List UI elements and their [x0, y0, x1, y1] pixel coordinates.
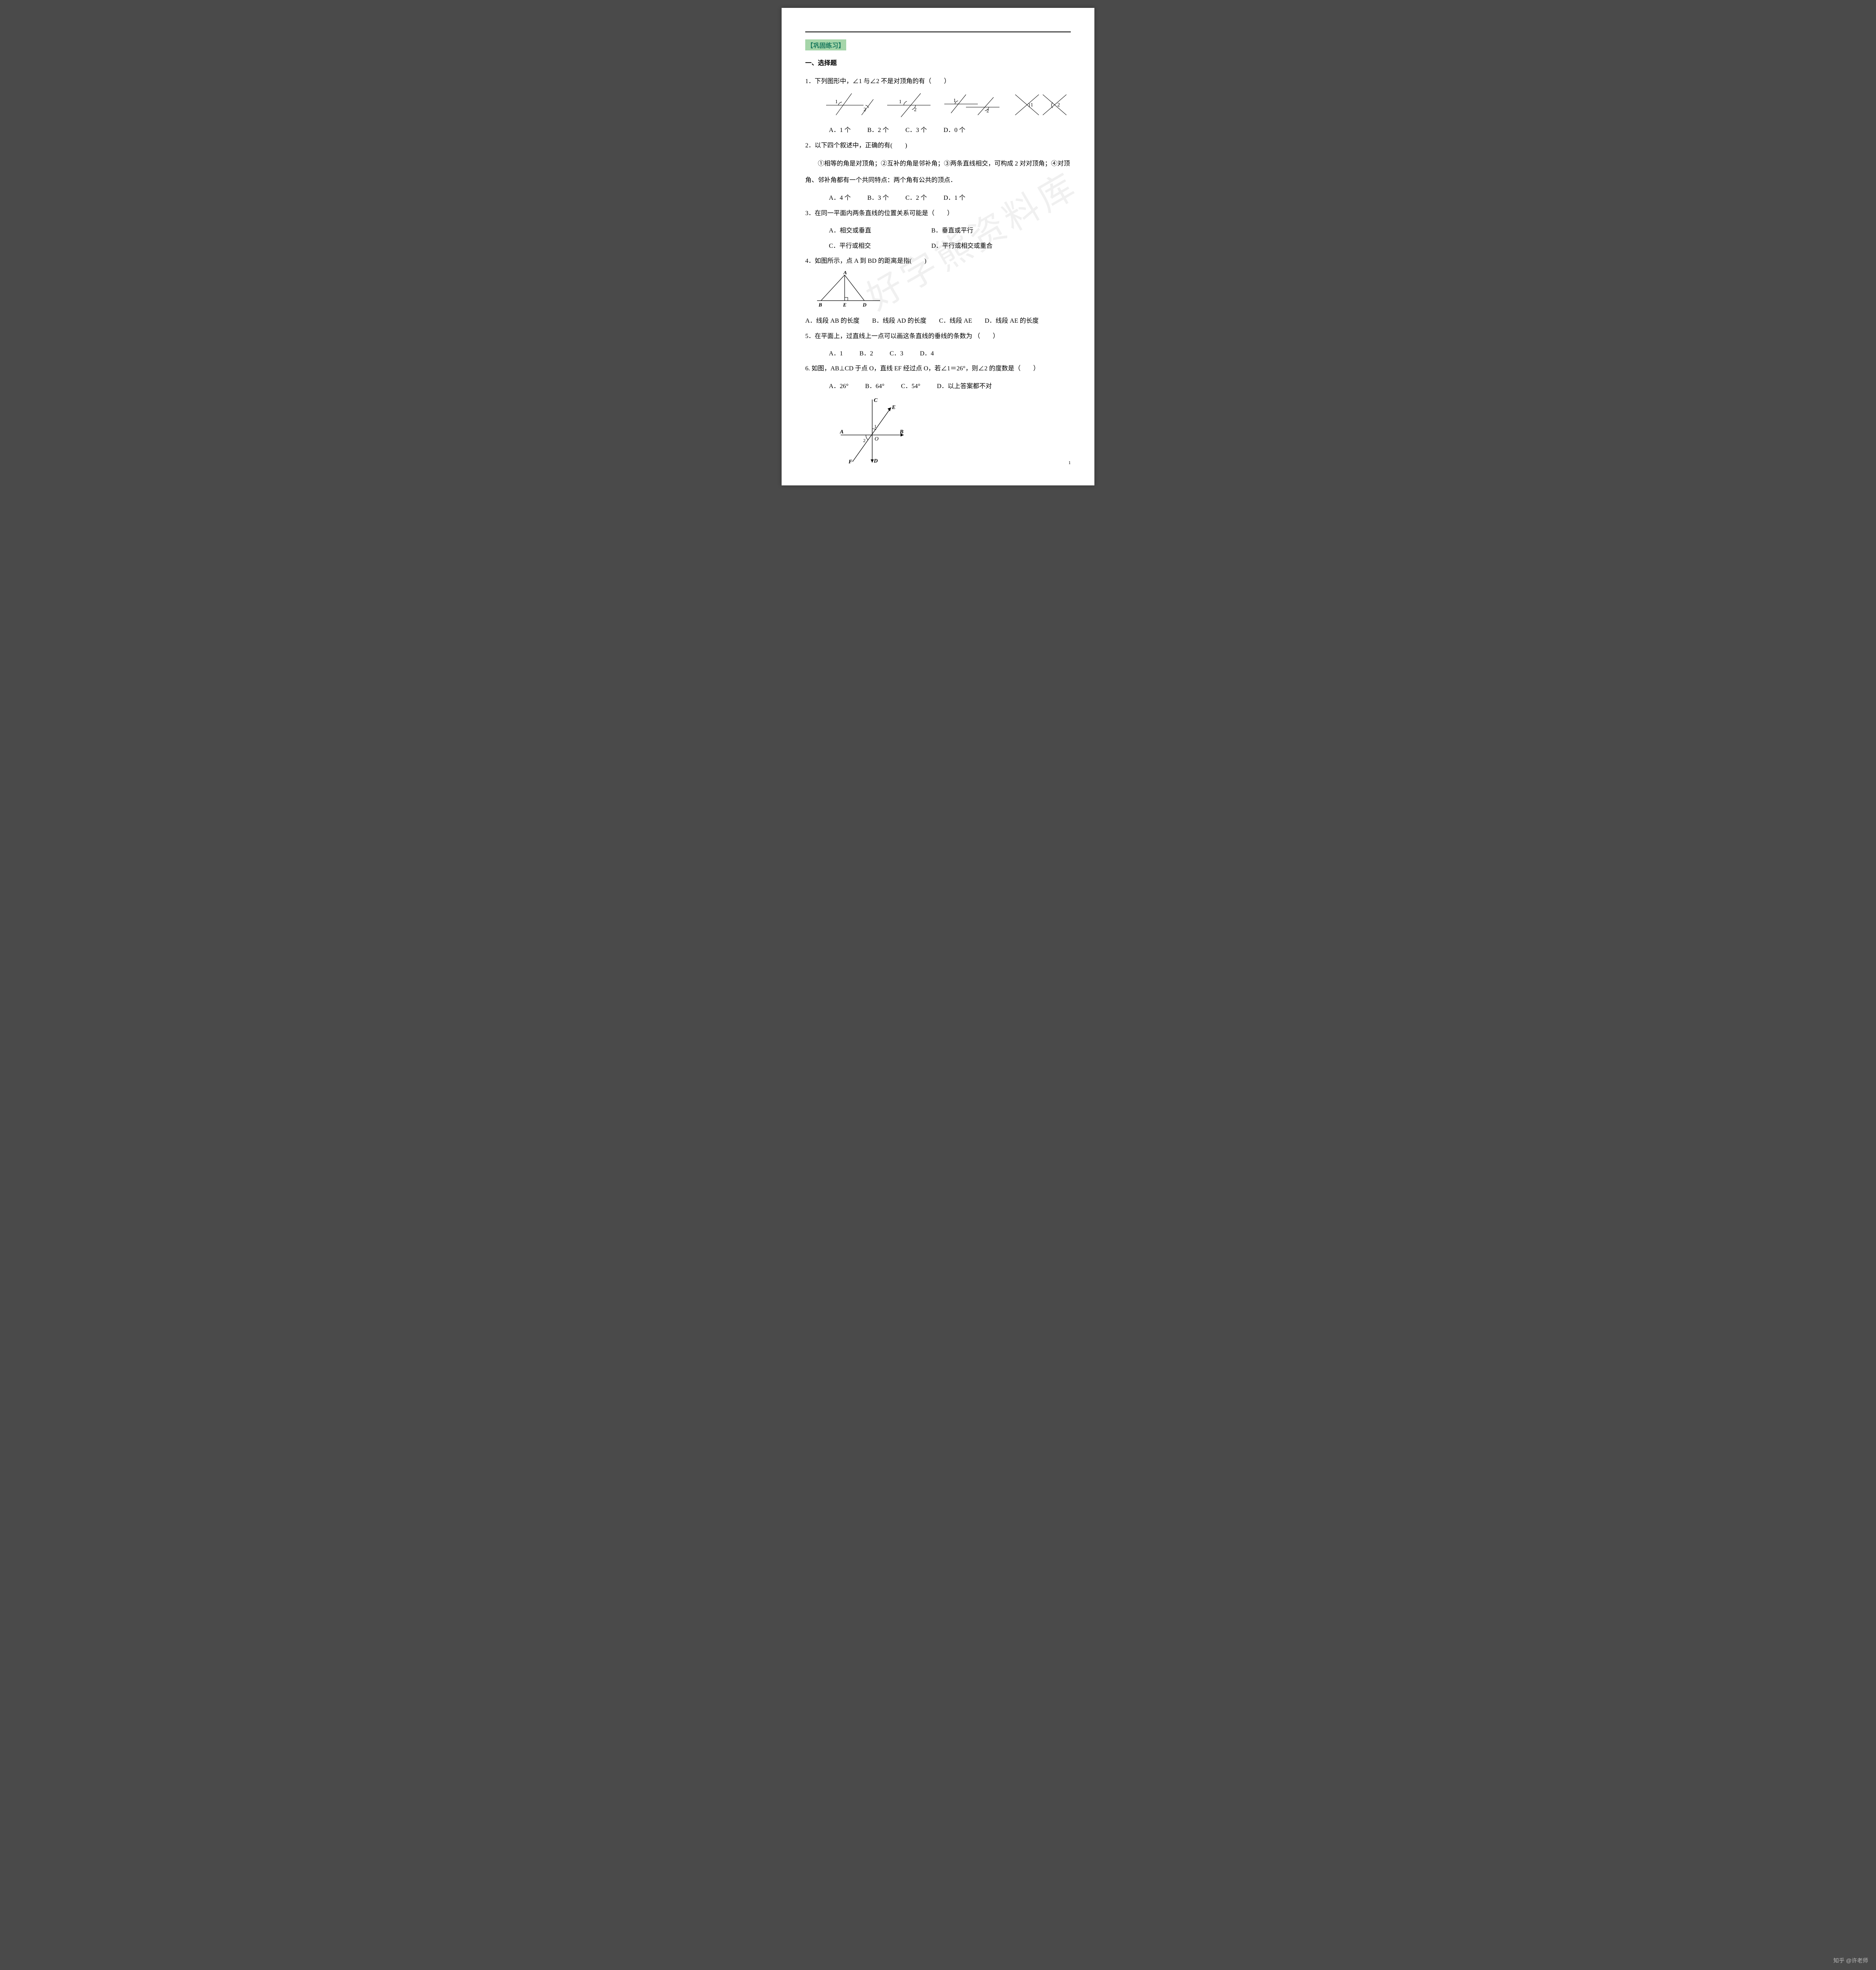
- label-D: D: [873, 458, 878, 464]
- q1-fig-c: 1 2: [942, 91, 1001, 119]
- q1-opt-d: D．0 个: [944, 127, 966, 134]
- label-C: C: [874, 398, 878, 403]
- q2-stem: 2．以下四个叙述中，正确的有( ): [805, 138, 1071, 153]
- q4-stem: 4．如图所示，点 A 到 BD 的距离是指( ): [805, 254, 1071, 269]
- q2-opt-a: A．4 个: [829, 195, 851, 201]
- label-B: B: [899, 429, 903, 435]
- q6-stem: 6. 如图，AB⊥CD 于点 O，直线 EF 经过点 O，若∠1＝26°，则∠2…: [805, 361, 1071, 376]
- footer-credit: 知乎 @许老师: [1833, 1957, 1868, 1964]
- q2-options: A．4 个 B．3 个 C．2 个 D．1 个: [805, 191, 1071, 206]
- angle-2-label: 2: [1057, 102, 1060, 108]
- subsection-title: 一、选择题: [805, 58, 1071, 67]
- q1-opt-c: C．3 个: [905, 127, 927, 134]
- label-A: A: [840, 429, 843, 435]
- q3-options: A．相交或垂直 B．垂直或平行 C．平行或相交 D．平行或相交或重合: [805, 223, 1071, 254]
- label-E: E: [843, 302, 847, 308]
- q5-opt-d: D．4: [920, 350, 934, 357]
- q1-fig-b: 1 2: [883, 91, 934, 119]
- q1-stem: 1．下列图形中，∠1 与∠2 不是对顶角的有（ ）: [805, 74, 1071, 89]
- page-number: 1: [1068, 460, 1071, 466]
- q3-opt-b: B．垂直或平行: [931, 223, 1071, 238]
- q4-opt-a: A．线段 AB 的长度: [805, 318, 860, 324]
- angle-1-label: 1: [899, 98, 902, 104]
- q6-opt-b: B．64°: [865, 383, 884, 390]
- q6-opt-d: D．以上答案都不对: [937, 383, 992, 390]
- section-header: 【巩固练习】: [805, 39, 846, 50]
- label-D: D: [862, 302, 867, 308]
- q5-opt-a: A．1: [829, 350, 843, 357]
- angle-2-label: 2: [863, 438, 866, 443]
- q4-opt-c: C．线段 AE: [939, 318, 972, 324]
- q1-fig-a: 1 2: [824, 91, 875, 119]
- q6-figure: 1 2 A B C D E F O: [805, 396, 1071, 466]
- q6-opt-c: C．54°: [901, 383, 920, 390]
- label-E: E: [892, 405, 895, 411]
- angle-1-label: 1: [835, 98, 838, 104]
- q5-stem: 5．在平面上，过直线上一点可以画这条直线的垂线的条数为 （ ）: [805, 329, 1071, 344]
- q1-opt-b: B．2 个: [867, 127, 889, 134]
- q2-opt-c: C．2 个: [905, 195, 927, 201]
- q1-opt-a: A．1 个: [829, 127, 851, 134]
- q3-opt-d: D．平行或相交或重合: [931, 239, 1071, 254]
- q5-options: A．1 B．2 C．3 D．4: [805, 346, 1071, 361]
- q6-options: A．26° B．64° C．54° D．以上答案都不对: [805, 379, 1071, 394]
- q6-opt-a: A．26°: [829, 383, 849, 390]
- page: 【巩固练习】 一、选择题 1．下列图形中，∠1 与∠2 不是对顶角的有（ ） 1…: [782, 8, 1094, 485]
- q4-opt-b: B．线段 AD 的长度: [872, 318, 927, 324]
- angle-2-label: 2: [864, 106, 866, 112]
- q5-opt-c: C．3: [890, 350, 903, 357]
- q3-opt-c: C．平行或相交: [829, 239, 931, 254]
- q4-figure: A B E D: [805, 271, 1071, 310]
- q2-opt-d: D．1 个: [944, 195, 966, 201]
- angle-2-label: 2: [914, 106, 917, 112]
- angle-1-label: 1: [874, 424, 877, 429]
- angle-1-label: 1: [1031, 102, 1033, 108]
- q2-body: ①相等的角是对顶角；②互补的角是邻补角；③两条直线相交，可构成 2 对对顶角；④…: [805, 156, 1071, 188]
- q3-opt-a: A．相交或垂直: [829, 223, 931, 238]
- label-A: A: [843, 271, 847, 275]
- q2-opt-b: B．3 个: [867, 195, 889, 201]
- q5-opt-b: B．2: [860, 350, 873, 357]
- q4-opt-d: D．线段 AE 的长度: [985, 318, 1039, 324]
- label-O: O: [875, 436, 879, 442]
- label-B: B: [818, 302, 822, 308]
- q1-fig-d: 1 2: [1009, 91, 1068, 119]
- q3-stem: 3．在同一平面内两条直线的位置关系可能是（ ）: [805, 206, 1071, 221]
- label-F: F: [848, 459, 853, 465]
- q4-options: A．线段 AB 的长度 B．线段 AD 的长度 C．线段 AE D．线段 AE …: [805, 314, 1071, 329]
- q1-figures: 1 2 1 2 1 2 1: [805, 91, 1071, 119]
- q1-options: A．1 个 B．2 个 C．3 个 D．0 个: [805, 123, 1071, 138]
